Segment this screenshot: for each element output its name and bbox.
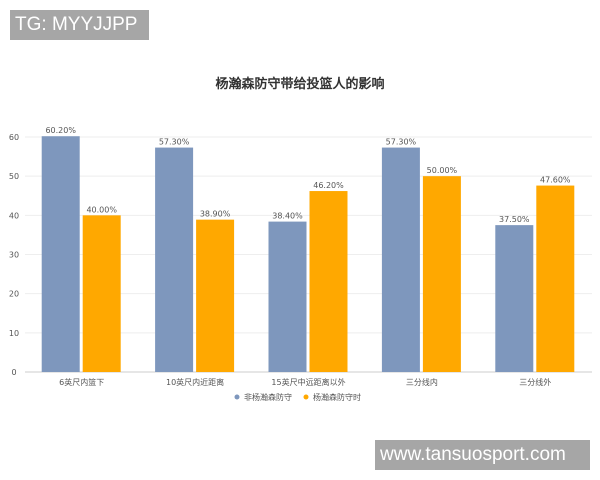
bar-yang-2: [309, 191, 348, 372]
y-tick-label: 20: [9, 290, 19, 299]
data-label: 57.30%: [386, 138, 417, 147]
x-tick-label: 6英尺内篮下: [59, 377, 104, 387]
data-label: 60.20%: [45, 126, 76, 135]
x-tick-label: 10英尺内近距离: [166, 377, 224, 387]
bar-yang-4: [536, 185, 575, 372]
data-label: 38.40%: [272, 212, 303, 221]
data-label: 46.20%: [313, 181, 344, 190]
bar-non-yang-2: [268, 221, 307, 372]
watermark-top: TG: MYYJJPP: [10, 10, 149, 40]
bar-non-yang-0: [41, 136, 80, 372]
x-tick-label: 三分线外: [519, 377, 551, 387]
y-tick-label: 10: [9, 329, 19, 338]
data-label: 50.00%: [427, 166, 458, 175]
legend-label: 杨瀚森防守时: [313, 392, 361, 402]
legend-marker: [234, 394, 240, 400]
y-tick-label: 60: [9, 133, 19, 142]
bar-yang-0: [82, 215, 121, 372]
legend-marker: [303, 394, 309, 400]
bar-non-yang-3: [381, 147, 420, 372]
y-tick-label: 30: [9, 251, 19, 260]
x-tick-label: 三分线内: [406, 377, 438, 387]
data-label: 38.90%: [200, 210, 231, 219]
y-tick-label: 40: [9, 211, 19, 220]
bar-yang-3: [422, 176, 461, 372]
data-label: 47.60%: [540, 176, 571, 185]
bar-non-yang-4: [495, 225, 534, 372]
bar-non-yang-1: [155, 147, 194, 372]
y-tick-label: 0: [11, 368, 16, 377]
data-label: 37.50%: [499, 215, 530, 224]
x-tick-label: 15英尺中远距离以外: [271, 377, 345, 387]
y-tick-label: 50: [9, 172, 19, 181]
data-label: 57.30%: [159, 138, 190, 147]
bar-yang-1: [196, 219, 235, 372]
watermark-bottom: www.tansuosport.com: [375, 440, 590, 470]
data-label: 40.00%: [86, 205, 117, 214]
chart-title: 杨瀚森防守带给投篮人的影响: [215, 76, 384, 92]
legend-label: 非杨瀚森防守: [244, 392, 292, 402]
